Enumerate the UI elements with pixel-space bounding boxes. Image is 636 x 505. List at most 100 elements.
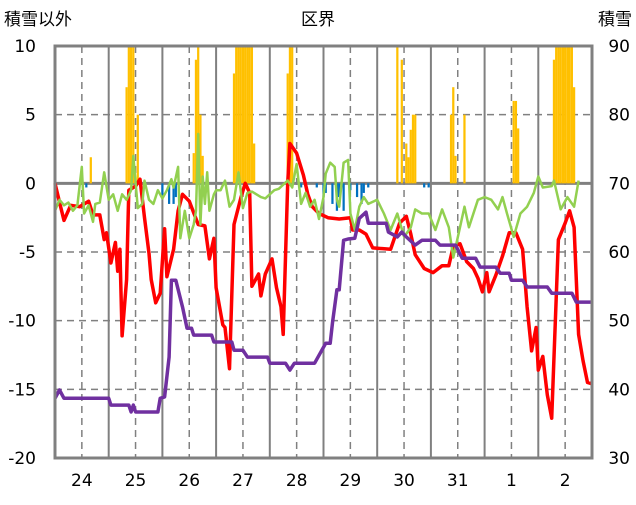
left-tick-label: -15: [8, 380, 36, 400]
precip-bar: [572, 87, 576, 184]
precip-bar: [559, 46, 562, 184]
negative-bar: [367, 183, 370, 188]
left-tick-label: 0: [25, 174, 36, 194]
precip-bar: [192, 153, 195, 184]
precip-bar: [246, 46, 249, 184]
x-tick-label: 2: [560, 471, 571, 491]
plot-border: [53, 44, 594, 460]
series-line-green: [53, 132, 580, 259]
negative-bar: [315, 183, 318, 188]
negative-bar: [331, 183, 334, 204]
precip-bar: [125, 87, 128, 184]
negative-bar: [423, 183, 426, 188]
precip-bar: [405, 143, 408, 184]
left-tick-label: 5: [25, 106, 36, 126]
right-axis-label: 積雪: [598, 10, 632, 30]
right-tick-label: 30: [608, 449, 630, 469]
negative-bar: [360, 183, 363, 204]
negative-bar: [85, 183, 88, 188]
right-tick-label: 90: [608, 37, 630, 57]
precip-bar: [232, 73, 236, 184]
negative-bar: [355, 183, 359, 198]
negative-bar: [172, 183, 175, 204]
precip-bar: [288, 46, 292, 184]
precip-bar: [127, 46, 130, 184]
precip-bar: [449, 114, 453, 184]
x-tick-label: 30: [393, 471, 415, 491]
right-tick-label: 40: [608, 380, 630, 400]
precip-bar: [129, 46, 133, 184]
x-tick-label: 1: [506, 471, 517, 491]
precip-bar: [564, 46, 567, 184]
precip-bar: [286, 73, 289, 184]
right-tick-label: 60: [608, 243, 630, 263]
x-tick-label: 31: [447, 471, 469, 491]
precip-bar: [396, 46, 399, 184]
negative-bar: [174, 183, 177, 198]
precip-bar: [250, 46, 254, 184]
right-tick-label: 70: [608, 174, 630, 194]
precip-bar: [570, 46, 573, 184]
negative-bar: [338, 183, 341, 198]
precip-bar: [463, 114, 466, 184]
precip-bar: [291, 46, 294, 184]
left-tick-label: -20: [8, 449, 36, 469]
precip-bar: [411, 114, 415, 184]
x-tick-label: 27: [232, 471, 254, 491]
precip-bar: [566, 46, 569, 184]
precip-bar: [248, 46, 251, 184]
negative-bar: [161, 183, 164, 198]
negative-bar: [167, 183, 171, 204]
precip-bar: [409, 129, 412, 184]
precip-bar: [454, 155, 457, 184]
precip-bar: [568, 46, 571, 184]
precip-bar: [239, 46, 242, 184]
precip-bar: [244, 46, 247, 184]
x-tick-label: 25: [125, 471, 147, 491]
x-tick-label: 24: [71, 471, 93, 491]
precip-bar: [132, 46, 135, 184]
precip-bar: [512, 100, 515, 184]
precip-bar: [201, 155, 204, 184]
precip-bar: [235, 46, 238, 184]
bars: [85, 46, 576, 211]
right-tick-label: 50: [608, 312, 630, 332]
precip-bar: [555, 46, 558, 184]
negative-bar: [427, 183, 430, 188]
precip-bar: [452, 87, 455, 184]
negative-bar: [324, 183, 327, 193]
negative-bar: [362, 183, 365, 193]
precip-bar: [552, 59, 556, 184]
precip-bar: [517, 128, 520, 184]
x-tick-label: 29: [340, 471, 362, 491]
precip-bar: [557, 46, 560, 184]
precip-bar: [89, 157, 92, 184]
precip-bar: [237, 46, 240, 184]
lines: [53, 132, 593, 420]
negative-bar: [342, 183, 345, 211]
precip-bar: [253, 143, 256, 184]
precip-bar: [561, 46, 565, 184]
precip-bar: [241, 46, 245, 184]
series-line-purple: [53, 210, 592, 414]
grid: [55, 46, 592, 458]
precip-bar: [197, 46, 200, 184]
left-axis-label: 積雪以外: [4, 10, 72, 30]
right-tick-label: 80: [608, 106, 630, 126]
precip-bar: [400, 59, 403, 184]
left-tick-label: 10: [14, 37, 36, 57]
left-tick-label: -10: [8, 312, 36, 332]
precip-bar: [136, 114, 139, 184]
x-tick-label: 28: [286, 471, 308, 491]
left-tick-label: -5: [19, 243, 36, 263]
precip-bar: [414, 114, 417, 184]
precip-bar: [514, 100, 518, 184]
x-tick-label: 26: [178, 471, 200, 491]
negative-bar: [300, 183, 303, 188]
precip-bar: [194, 59, 198, 184]
chart-title: 区界: [301, 10, 335, 30]
precip-bar: [199, 114, 202, 184]
precip-bar: [407, 157, 410, 184]
